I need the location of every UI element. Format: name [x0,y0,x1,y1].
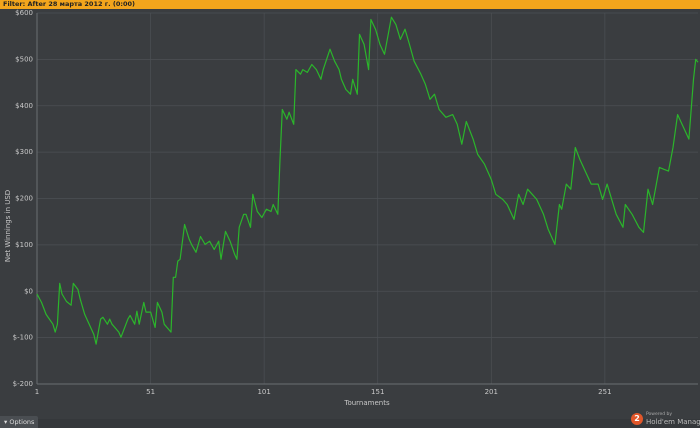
chart-background [0,9,700,419]
brand-name: Hold'em Manager [646,418,700,426]
y-tick-label: $-200 [13,380,33,388]
line [36,16,699,345]
brand: 2 Powered by Hold'em Manager [631,411,700,428]
x-tick-label: 151 [371,388,384,396]
y-axis-label: Net Winnings in USD [4,190,12,262]
logo: 2 [631,413,643,425]
y-tick-label: $100 [15,241,33,249]
y-tick-label: $0 [24,287,33,295]
x-tick-label: 201 [485,388,498,396]
powered-by: Powered by [646,412,673,417]
x-tick-label: 1 [35,388,39,396]
y-tick-label: $600 [15,9,33,17]
x-tick-label: 251 [598,388,611,396]
x-axis-label: Tournaments [343,399,390,407]
y-tick-label: $400 [15,102,33,110]
y-tick-label: $-100 [13,334,33,342]
y-tick-label: $500 [15,55,33,63]
y-tick-label: $300 [15,148,33,156]
chart: Net Winnings in USD Tournaments $-200 $-1… [0,9,700,419]
options-label[interactable]: Options [9,418,35,426]
x-tick-label: 51 [146,388,155,396]
y-tick-label: $200 [15,195,33,203]
filter-bar: Filter: After 28 марта 2012 г. (0:00) [0,0,700,9]
options-button[interactable]: ▾ Options [0,416,38,428]
x-tick-label: 101 [257,388,270,396]
